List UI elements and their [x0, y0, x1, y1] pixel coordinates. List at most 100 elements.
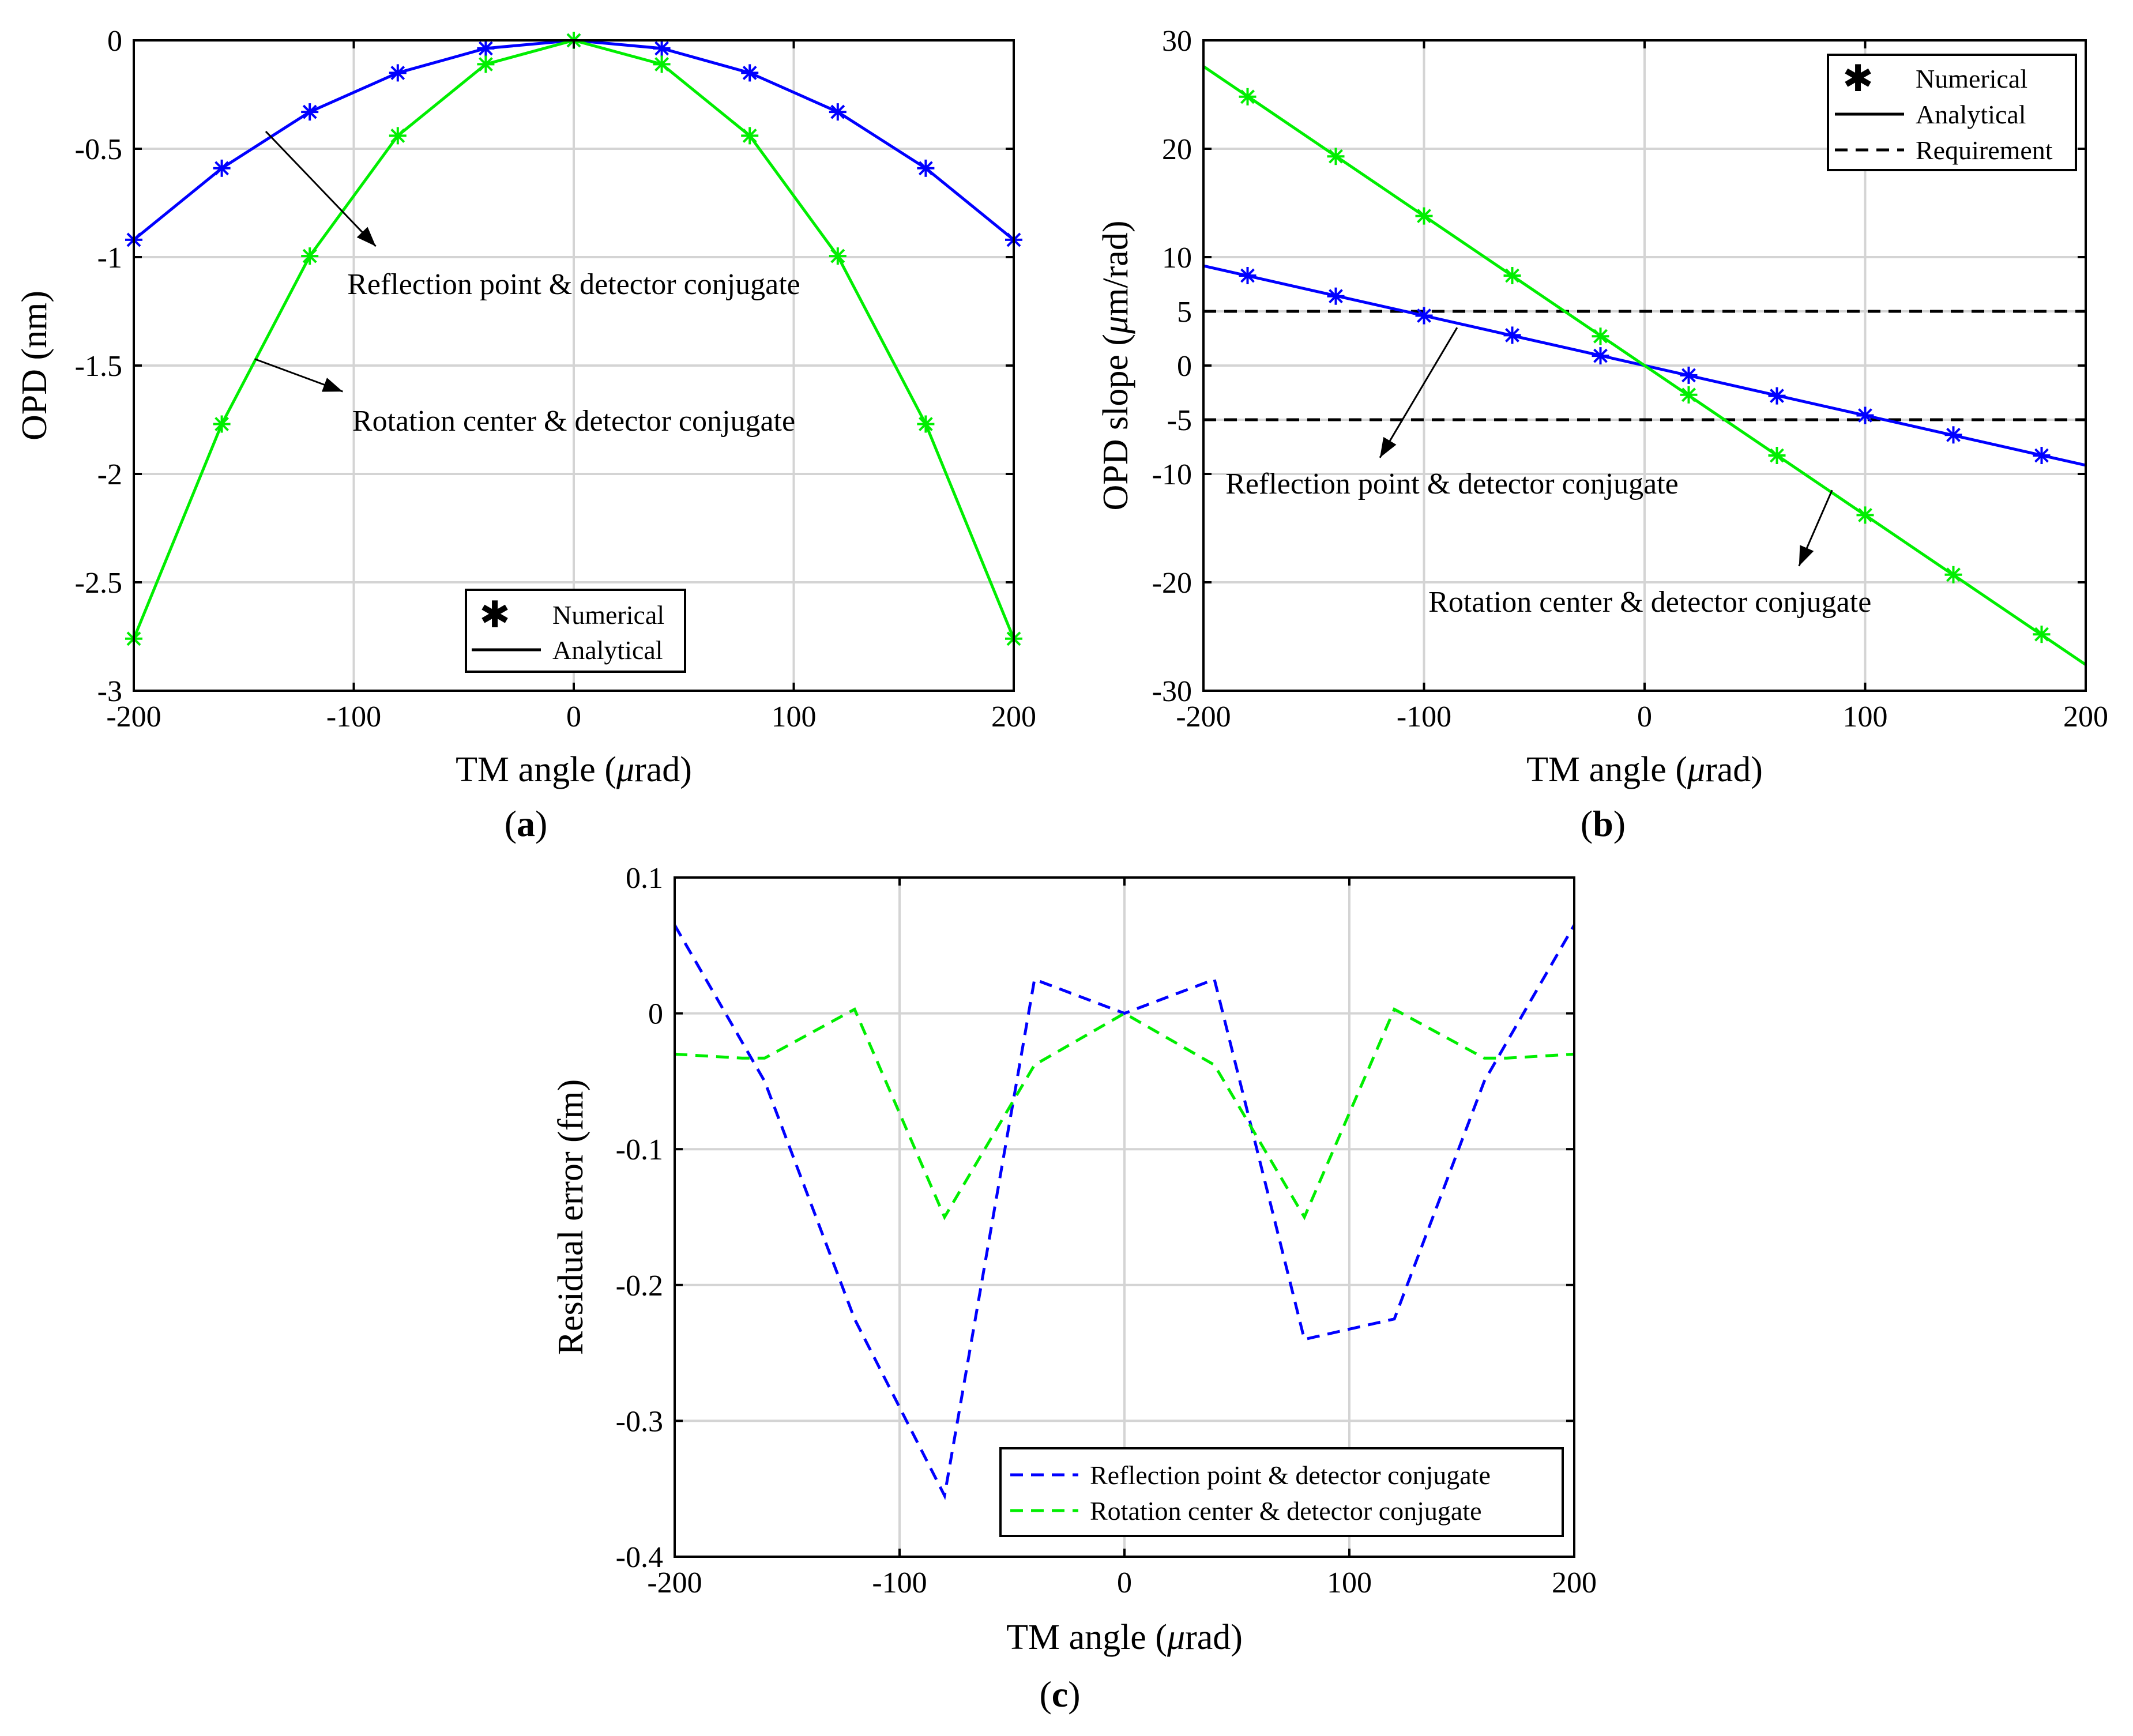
- data-point-green: [1327, 148, 1345, 165]
- data-point-blue: [1592, 347, 1609, 365]
- star-stroke: [478, 41, 493, 56]
- y-axis-label-c: Residual error (fm): [551, 1079, 590, 1355]
- star-stroke: [1681, 387, 1696, 402]
- legend-analytical-label-b: Analytical: [1916, 100, 2026, 129]
- star-stroke: [390, 65, 405, 80]
- y-tick-label: 5: [1177, 296, 1192, 329]
- annotations-a: Reflection point & detector conjugate Rot…: [254, 130, 800, 438]
- star-stroke: [1240, 89, 1255, 104]
- data-point-green: [1239, 88, 1257, 106]
- legend-a: ✱ Numerical Analytical: [465, 589, 686, 673]
- data-point-blue: [1768, 387, 1786, 405]
- star-stroke: [478, 57, 493, 71]
- legend-box-c: [999, 1447, 1564, 1537]
- panel-label-a: (a): [505, 803, 548, 844]
- star-stroke: [1505, 268, 1519, 283]
- requirement-lines-b: [1203, 310, 2086, 421]
- star-stroke: [654, 41, 669, 56]
- data-point-green: [917, 415, 935, 433]
- legend-analytical-label-a: Analytical: [552, 635, 663, 665]
- star-stroke: [1770, 448, 1784, 463]
- data-point-green: [1768, 447, 1786, 464]
- y-tick-label: 0: [1177, 350, 1192, 383]
- legend-requirement-label-b: Requirement: [1916, 135, 2053, 165]
- annotation-arrow-head: [322, 378, 343, 392]
- star-stroke: [2034, 627, 2049, 642]
- star-stroke: [2034, 448, 2049, 463]
- y-tick-label: 0: [107, 25, 122, 58]
- y-tick-label: 30: [1162, 25, 1192, 58]
- star-stroke: [1858, 408, 1872, 423]
- x-tick-label: -200: [1176, 701, 1231, 733]
- star-stroke: [215, 417, 230, 431]
- star-stroke: [1858, 507, 1872, 522]
- y-tick-label: -1: [97, 242, 122, 274]
- panel-label-b: (b): [1581, 803, 1626, 844]
- y-tick-label: -2: [97, 458, 122, 491]
- annotation-arrow-head: [1799, 545, 1814, 566]
- legend-box-b: [1827, 54, 2077, 171]
- data-point-blue: [1239, 267, 1257, 284]
- legend-b: ✱ Numerical Analytical Requirement: [1827, 54, 2077, 171]
- data-point-blue: [1503, 326, 1521, 344]
- annotation-arrow-line: [265, 130, 377, 247]
- ticks-c: -200 -100 0 100 200 0.1 0 -0.1 -0.2 -0.3 -0.4: [616, 862, 1597, 1599]
- data-point-green: [1856, 506, 1874, 524]
- y-axis-label-b: OPD slope (μm/rad): [1096, 221, 1135, 511]
- star-stroke: [1505, 327, 1519, 342]
- y-tick-label: -0.4: [616, 1541, 663, 1574]
- y-tick-label: -0.5: [75, 133, 122, 166]
- star-stroke: [1681, 368, 1696, 383]
- star-stroke: [1946, 427, 1961, 442]
- star-stroke: [742, 128, 757, 143]
- legend-numerical-label-a: Numerical: [552, 600, 664, 630]
- x-tick-label: -100: [1397, 701, 1451, 733]
- x-tick-label: 200: [991, 701, 1036, 733]
- annotations-b: Reflection point & detector conjugate Rot…: [1225, 327, 1871, 619]
- legend-numerical-label-b: Numerical: [1916, 64, 2027, 93]
- y-axis-label-a: OPD (nm): [15, 291, 54, 440]
- y-tick-label: -0.3: [616, 1405, 663, 1438]
- data-point-green: [1680, 386, 1698, 404]
- star-stroke: [918, 161, 933, 176]
- data-point-green: [2033, 626, 2051, 643]
- star-stroke: [1770, 389, 1784, 404]
- series-line-blue: [673, 924, 1576, 1500]
- data-point-green: [477, 55, 495, 73]
- y-tick-label: 0: [648, 998, 663, 1031]
- star-stroke: [215, 161, 230, 176]
- data-point-blue: [389, 64, 407, 82]
- data-point-green: [1415, 207, 1433, 225]
- data-point-blue: [301, 103, 319, 121]
- annotation-arrow-head: [1380, 436, 1397, 458]
- data-point-blue: [1680, 366, 1698, 384]
- data-point-blue: [1856, 406, 1874, 424]
- y-tick-label: -5: [1167, 404, 1192, 437]
- grid-a: [134, 40, 1014, 691]
- x-tick-label: 100: [772, 701, 817, 733]
- x-tick-label: 200: [2063, 701, 2108, 733]
- data-point-blue: [1327, 287, 1345, 305]
- chart-c: -200 -100 0 100 200 0.1 0 -0.1 -0.2 -0.3 -0.4 TM a…: [551, 862, 1597, 1715]
- data-point-green: [741, 127, 759, 145]
- legend-c: Reflection point & detector conjugate Ro…: [999, 1447, 1564, 1537]
- panel-label-c: (c): [1039, 1674, 1080, 1715]
- annotation-text: Rotation center & detector conjugate: [1428, 586, 1871, 619]
- legend-label-blue-c: Reflection point & detector conjugate: [1090, 1460, 1491, 1490]
- legend-star-marker-b: ✱: [1842, 58, 1874, 99]
- annotation-arrow-line: [1379, 327, 1458, 458]
- x-tick-label: 0: [566, 701, 581, 733]
- star-stroke: [654, 57, 669, 71]
- data-point-green: [213, 415, 231, 433]
- star-stroke: [1417, 209, 1431, 224]
- legend-box-a: [465, 589, 686, 673]
- star-stroke: [390, 128, 405, 143]
- annotation-text: Rotation center & detector conjugate: [352, 405, 795, 438]
- star-stroke: [1593, 329, 1608, 344]
- x-tick-label: -200: [106, 701, 161, 733]
- data-point-green: [301, 247, 319, 265]
- data-point-blue: [2033, 447, 2051, 464]
- star-stroke: [1946, 567, 1961, 582]
- star-stroke: [302, 104, 317, 119]
- series-c: [673, 924, 1576, 1500]
